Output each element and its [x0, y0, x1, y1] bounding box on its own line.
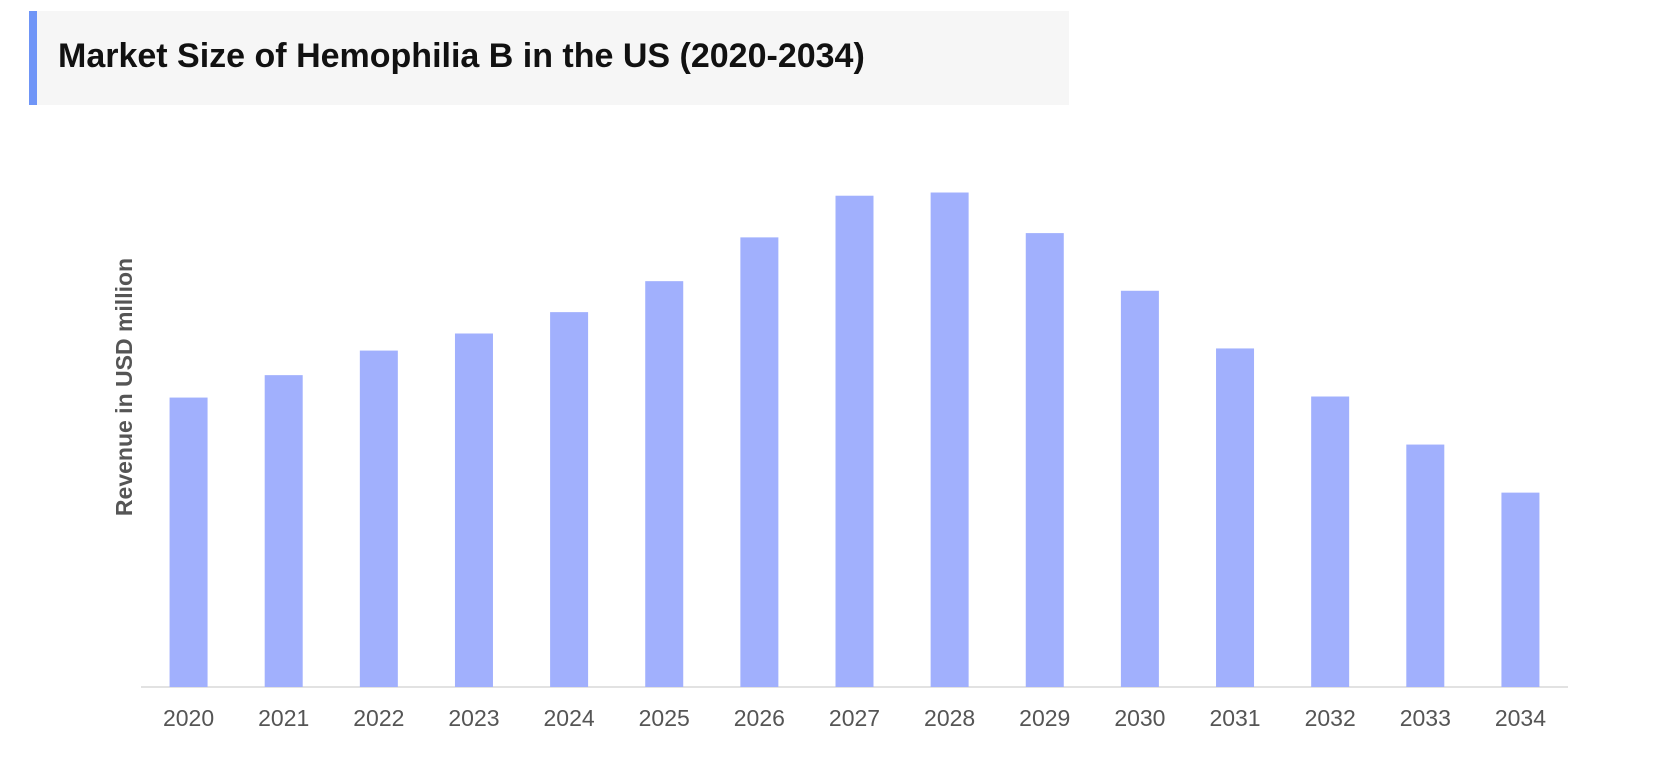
x-tick-label: 2033	[1400, 705, 1451, 731]
bar	[550, 312, 589, 687]
bar	[1120, 290, 1159, 687]
title-accent	[29, 11, 37, 105]
bar	[1406, 444, 1445, 687]
x-tick-label: 2020	[163, 705, 214, 731]
bar	[454, 333, 493, 687]
bar	[1501, 492, 1540, 687]
x-tick-label: 2032	[1305, 705, 1356, 731]
x-tick-label: 2024	[544, 705, 595, 731]
x-tick-label: 2028	[924, 705, 975, 731]
bar	[264, 375, 303, 687]
x-tick-label: 2030	[1114, 705, 1165, 731]
bar	[1025, 233, 1064, 687]
bar	[169, 397, 208, 687]
bar	[645, 281, 684, 687]
bar	[740, 237, 779, 687]
bar	[930, 192, 969, 688]
bar	[1216, 348, 1255, 687]
x-tick-label: 2025	[639, 705, 690, 731]
x-tick-label: 2023	[448, 705, 499, 731]
bar	[1311, 396, 1350, 687]
title-box	[29, 11, 1069, 105]
x-tick-label: 2034	[1495, 705, 1546, 731]
bar	[359, 350, 398, 687]
x-tick-label: 2029	[1019, 705, 1070, 731]
y-axis-label: Revenue in USD million	[111, 258, 137, 516]
bar	[835, 195, 874, 687]
x-tick-label: 2022	[353, 705, 404, 731]
x-tick-label: 2027	[829, 705, 880, 731]
chart-title: Market Size of Hemophilia B in the US (2…	[58, 37, 865, 75]
x-tick-label: 2026	[734, 705, 785, 731]
x-tick-label: 2021	[258, 705, 309, 731]
x-tick-label: 2031	[1209, 705, 1260, 731]
